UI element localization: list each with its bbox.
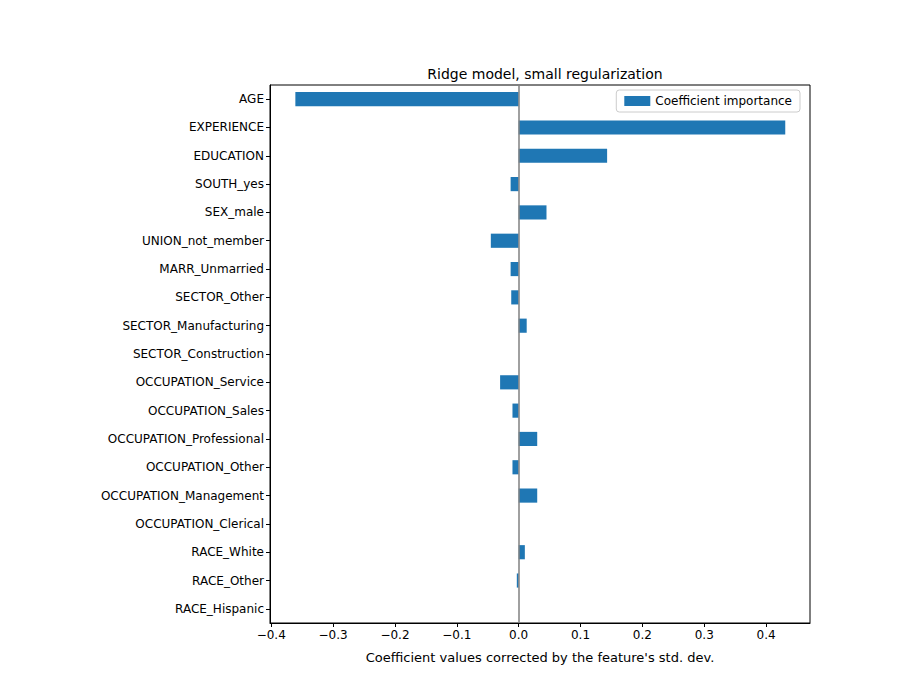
svg-text:OCCUPATION_Other: OCCUPATION_Other (146, 460, 264, 474)
svg-text:MARR_Unmarried: MARR_Unmarried (159, 262, 264, 276)
svg-text:OCCUPATION_Clerical: OCCUPATION_Clerical (135, 517, 264, 531)
svg-text:EDUCATION: EDUCATION (193, 149, 264, 163)
svg-text:0.4: 0.4 (757, 628, 776, 642)
svg-text:0.3: 0.3 (695, 628, 714, 642)
svg-text:EXPERIENCE: EXPERIENCE (189, 120, 264, 134)
svg-text:−0.1: −0.1 (442, 628, 471, 642)
svg-text:0.0: 0.0 (509, 628, 528, 642)
svg-text:Coefficient importance: Coefficient importance (655, 94, 792, 108)
svg-text:RACE_Other: RACE_Other (192, 574, 264, 588)
svg-text:OCCUPATION_Service: OCCUPATION_Service (136, 375, 264, 389)
svg-text:AGE: AGE (239, 92, 264, 106)
svg-text:OCCUPATION_Sales: OCCUPATION_Sales (148, 404, 264, 418)
svg-text:RACE_Hispanic: RACE_Hispanic (175, 602, 264, 616)
svg-text:OCCUPATION_Management: OCCUPATION_Management (101, 489, 264, 503)
svg-text:OCCUPATION_Professional: OCCUPATION_Professional (108, 432, 264, 446)
svg-text:−0.2: −0.2 (380, 628, 409, 642)
svg-text:UNION_not_member: UNION_not_member (142, 234, 264, 248)
svg-text:−0.4: −0.4 (257, 628, 286, 642)
svg-text:RACE_White: RACE_White (191, 545, 264, 559)
svg-text:SECTOR_Other: SECTOR_Other (175, 290, 264, 304)
svg-text:0.1: 0.1 (571, 628, 590, 642)
svg-text:Coefficient values corrected b: Coefficient values corrected by the feat… (366, 650, 715, 665)
svg-text:SOUTH_yes: SOUTH_yes (195, 177, 264, 191)
svg-text:SECTOR_Construction: SECTOR_Construction (133, 347, 264, 361)
svg-text:Ridge model, small regularizat: Ridge model, small regularization (427, 66, 662, 82)
svg-text:SECTOR_Manufacturing: SECTOR_Manufacturing (122, 319, 264, 333)
svg-text:0.2: 0.2 (633, 628, 652, 642)
svg-text:−0.3: −0.3 (319, 628, 348, 642)
svg-text:SEX_male: SEX_male (205, 205, 264, 219)
